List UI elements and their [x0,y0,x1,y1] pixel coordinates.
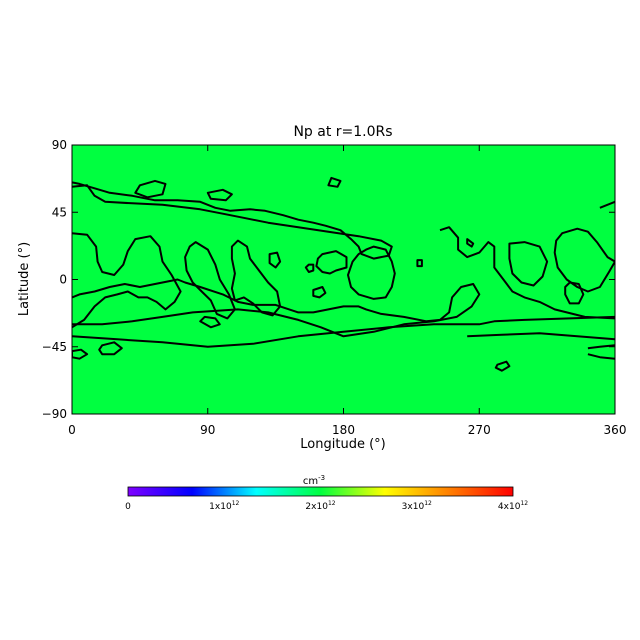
colorbar-unit-exponent: -3 [318,474,325,482]
x-tick-label: 90 [200,423,215,437]
colorbar-tick-label: 4x1012 [498,500,528,512]
contour-line [327,176,342,188]
contour-line [553,227,615,293]
contour-line [315,250,348,275]
contour-line [467,332,615,341]
y-tick-label: 90 [52,138,67,152]
contour-line [494,360,511,372]
contour-line [508,241,549,287]
colorbar-unit: cm-3 [303,474,325,487]
contour-line [439,226,615,320]
colorbar-tick-label: 0 [125,502,131,512]
contour-line [72,278,481,338]
colorbar-tick-label: 2x1012 [305,500,335,512]
contour-line [416,259,423,268]
colorbar-unit-base: cm [303,476,318,487]
x-tick-label: 180 [332,423,355,437]
colorbar-tick-label: 1x1012 [209,500,239,512]
y-tick-label: 0 [59,273,67,287]
y-axis: 90 45 0 −45 −90 [42,138,615,421]
y-axis-label: Latitude (°) [17,242,32,316]
colorbar [127,486,514,497]
contour-line [268,251,282,269]
contour-line [134,179,167,199]
contour-line [72,181,393,260]
y-tick-label: −45 [42,340,67,354]
contour-line [72,315,615,348]
x-axis-label: Longitude (°) [300,437,385,452]
contour-line [587,353,615,360]
contour-line [312,286,327,299]
colorbar-tick-label: 3x1012 [402,500,432,512]
contour-line [206,188,233,202]
contour-line [72,348,89,360]
contour-line [199,315,221,329]
y-tick-label: −90 [42,407,67,421]
y-tick-label: 45 [52,205,67,219]
colorbar-ticks: 0 1x1012 2x1012 3x1012 4x1012 [125,500,528,512]
x-axis: 0 90 180 270 360 [68,145,626,437]
contour-line [587,344,615,350]
contour-line [184,241,236,320]
contour-line [564,281,585,305]
contour-line [304,263,315,273]
contour-lines [72,176,615,372]
contour-line [599,200,615,209]
x-tick-label: 360 [604,423,627,437]
chart-title: Np at r=1.0Rs [293,124,392,140]
contour-line [98,341,123,356]
contour-line [347,245,396,300]
contour-line [466,238,475,248]
contour-line [72,232,182,329]
density-field [72,145,615,414]
x-tick-label: 270 [468,423,491,437]
x-tick-label: 0 [68,423,76,437]
